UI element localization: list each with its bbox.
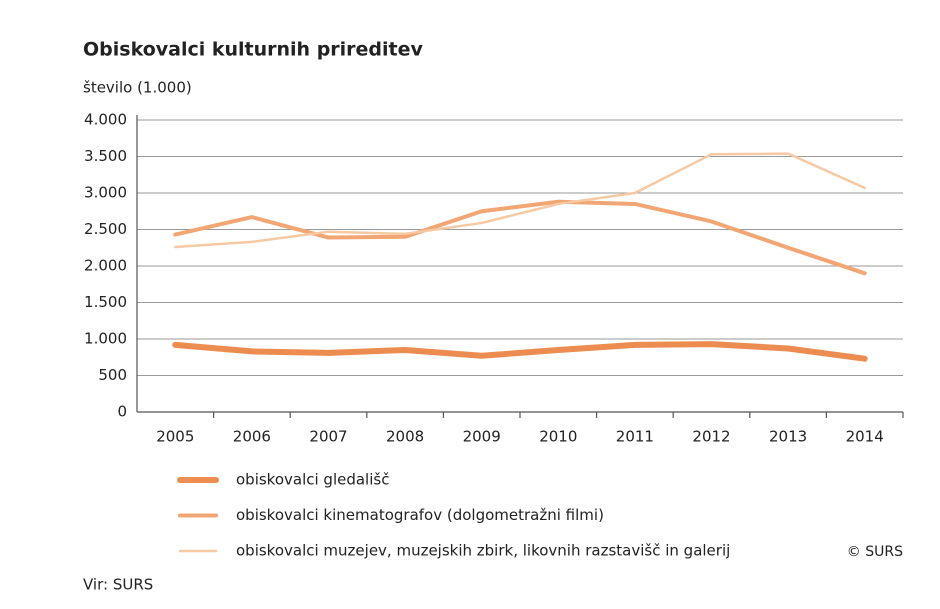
series-line (172, 341, 868, 362)
series-line (173, 199, 867, 276)
chart-title: Obiskovalci kulturnih prireditev (83, 39, 424, 61)
y-tick-label: 500 (98, 366, 127, 384)
y-tick-label: 1.500 (84, 293, 127, 311)
source: Vir: SURS (83, 576, 153, 594)
x-tick-label: 2014 (846, 428, 884, 446)
x-tick-label: 2006 (233, 428, 271, 446)
y-tick-label: 4.000 (84, 111, 127, 129)
x-tick-label: 2005 (156, 428, 194, 446)
series-line (174, 152, 866, 249)
y-axis-label: število (1.000) (83, 79, 192, 97)
x-tick-label: 2009 (463, 428, 501, 446)
y-tick-label: 2.500 (84, 220, 127, 238)
y-tick-label: 0 (117, 403, 127, 421)
x-tick-label: 2011 (616, 428, 654, 446)
y-tick-label: 3.000 (84, 184, 127, 202)
copyright: © SURS (847, 544, 903, 560)
x-tick-label: 2007 (309, 428, 347, 446)
legend-label: obiskovalci muzejev, muzejskih zbirk, li… (236, 542, 730, 560)
x-tick-label: 2012 (692, 428, 730, 446)
x-tick-label: 2013 (769, 428, 807, 446)
y-tick-label: 3.500 (84, 147, 127, 165)
y-tick-label: 2.000 (84, 257, 127, 275)
y-tick-label: 1.000 (84, 330, 127, 348)
x-tick-label: 2010 (539, 428, 577, 446)
legend-label: obiskovalci gledališč (236, 471, 389, 489)
legend-label: obiskovalci kinematografov (dolgometražn… (236, 506, 604, 524)
x-tick-label: 2008 (386, 428, 424, 446)
